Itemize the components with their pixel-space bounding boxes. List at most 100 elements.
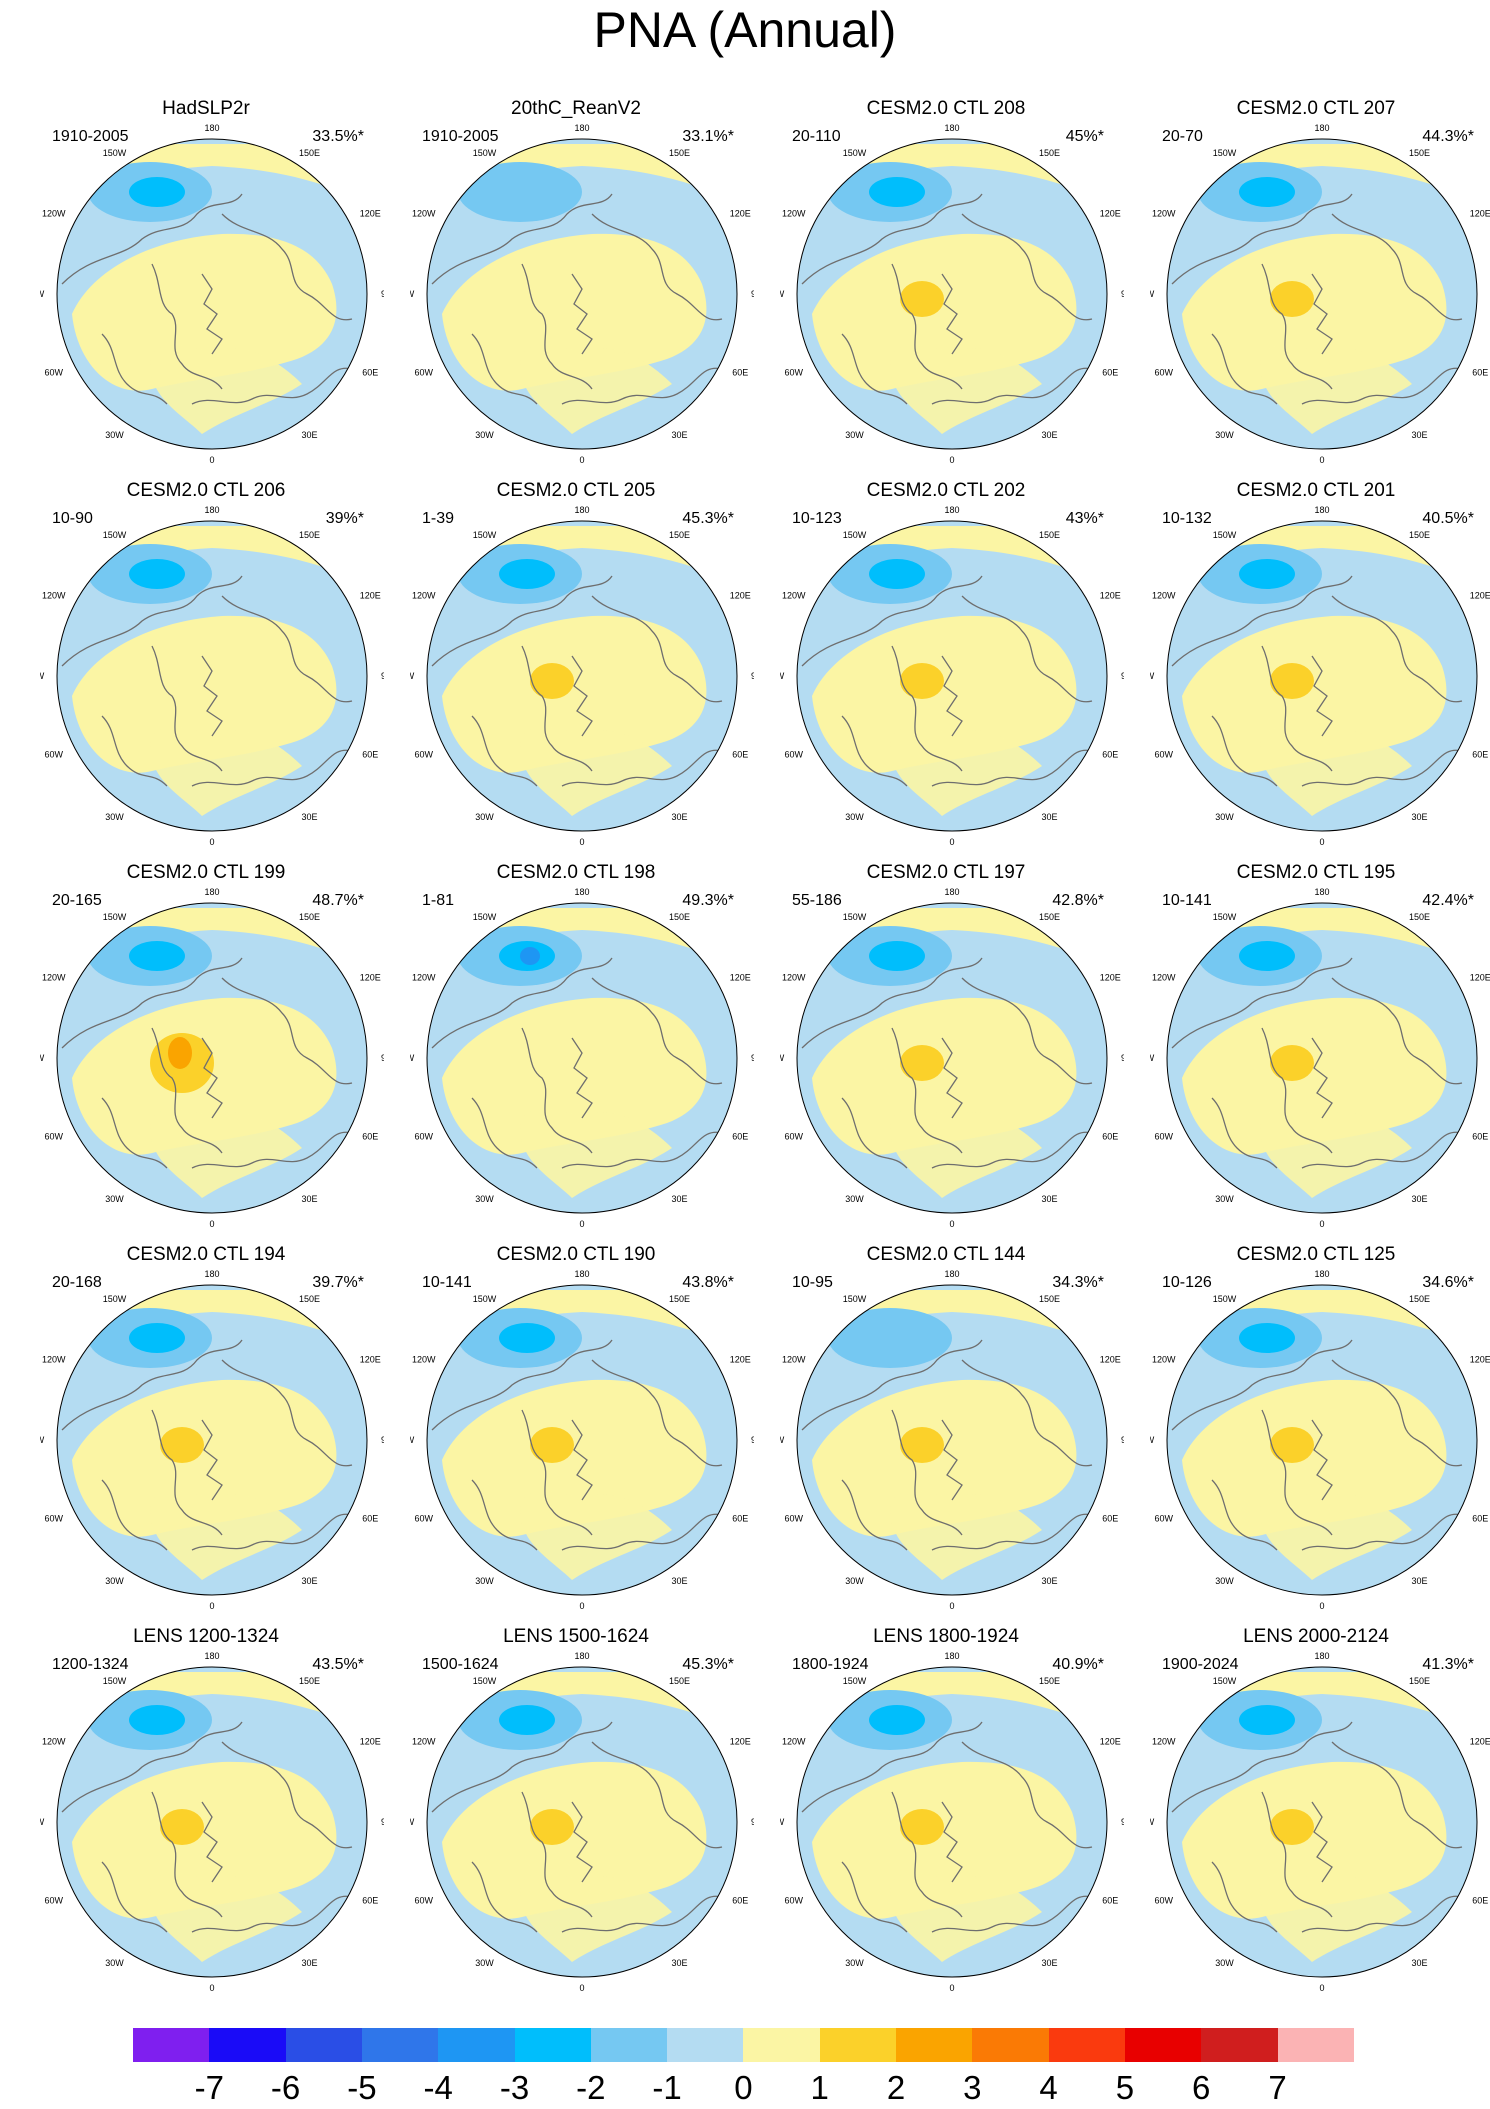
coastline xyxy=(1331,213,1463,321)
panel-variance: 45.3%* xyxy=(682,1656,734,1673)
panel-title: CESM2.0 CTL 125 xyxy=(1236,1244,1396,1265)
longitude-label: 150E xyxy=(299,530,320,540)
polar-map: 180 0 150W 150E 120W 120E 90W 90E 60W 60E 30W 30E xyxy=(40,1269,384,1611)
colorbar-label: -4 xyxy=(423,2069,453,2106)
longitude-label: 150W xyxy=(1213,912,1237,922)
coastline xyxy=(801,1721,983,1813)
coastline xyxy=(1261,1027,1333,1154)
longitude-label: 30E xyxy=(1411,1958,1427,1968)
negative-anomaly-core xyxy=(828,1308,952,1368)
polar-map: 180 0 150W 150E 120W 120E 90W 90E 60W 60E 30W 30E xyxy=(410,887,754,1229)
longitude-label: 180 xyxy=(1314,123,1329,133)
panel-period: 20-168 xyxy=(52,1274,102,1291)
longitude-label: 90E xyxy=(1121,289,1124,299)
longitude-label: 90W xyxy=(40,289,45,299)
map-border xyxy=(426,1284,738,1596)
longitude-label: 60W xyxy=(1155,1896,1174,1906)
panel-title: CESM2.0 CTL 202 xyxy=(866,480,1026,501)
panel-period: 10-123 xyxy=(792,510,842,527)
panel-period: 20-70 xyxy=(1162,128,1203,145)
longitude-label: 120E xyxy=(1100,1737,1121,1747)
longitude-label: 120E xyxy=(1100,591,1121,601)
longitude-label: 60W xyxy=(1155,1132,1174,1142)
negative-anomaly-center xyxy=(1239,941,1295,971)
colorbar-swatch xyxy=(972,2028,1050,2062)
positive-anomaly-region xyxy=(890,1872,1042,1962)
longitude-label: 120E xyxy=(730,1355,751,1365)
longitude-label: 150E xyxy=(299,912,320,922)
coastline xyxy=(931,1513,1093,1551)
longitude-label: 180 xyxy=(204,887,219,897)
coastline xyxy=(61,957,243,1049)
longitude-label: 30E xyxy=(1041,1958,1057,1968)
coastline xyxy=(891,1027,963,1154)
longitude-label: 90W xyxy=(40,671,45,681)
longitude-label: 150E xyxy=(669,912,690,922)
colorbar-label: -1 xyxy=(652,2069,682,2106)
coastline xyxy=(801,957,983,1049)
negative-anomaly-core xyxy=(458,162,582,222)
panel-title: LENS 1500-1624 xyxy=(503,1626,649,1647)
longitude-label: 60E xyxy=(1102,1132,1118,1142)
panel-title: CESM2.0 CTL 199 xyxy=(126,862,286,883)
panel-title: CESM2.0 CTL 198 xyxy=(496,862,656,883)
panel-title: CESM2.0 CTL 144 xyxy=(866,1244,1026,1265)
coastline xyxy=(561,1895,723,1933)
coastline xyxy=(591,1741,723,1849)
positive-anomaly-region xyxy=(1260,1108,1412,1198)
polar-map: 180 0 150W 150E 120W 120E 90W 90E 60W 60E 30W 30E xyxy=(780,1651,1124,1993)
longitude-label: 120W xyxy=(412,209,436,219)
map-panel: CESM2.0 CTL 201 10-132 40.5%* 180 0 150W 150E 1… xyxy=(1130,474,1490,859)
coastline xyxy=(521,1791,593,1918)
panel-period: 1-39 xyxy=(422,510,455,527)
coastline xyxy=(1171,575,1353,667)
panel-variance: 42.4%* xyxy=(1422,892,1474,909)
positive-anomaly-core xyxy=(1270,1045,1314,1081)
longitude-label: 90E xyxy=(381,1435,384,1445)
longitude-label: 150E xyxy=(1409,1294,1430,1304)
longitude-label: 60E xyxy=(1472,1514,1488,1524)
coastline xyxy=(521,263,593,390)
negative-anomaly-peak xyxy=(520,947,540,965)
longitude-label: 150E xyxy=(299,1676,320,1686)
positive-anomaly-region xyxy=(812,997,1077,1155)
longitude-label: 180 xyxy=(944,505,959,515)
panel-variance: 39%* xyxy=(325,510,364,527)
longitude-label: 30E xyxy=(671,1576,687,1586)
longitude-label: 60W xyxy=(45,368,64,378)
panel-title: CESM2.0 CTL 208 xyxy=(866,98,1026,119)
panel-variance: 40.5%* xyxy=(1422,510,1474,527)
panel-title: 20thC_ReanV2 xyxy=(511,98,641,119)
panel-period: 1200-1324 xyxy=(52,1656,129,1673)
colorbar-label: 0 xyxy=(734,2069,753,2106)
polar-map: 180 0 150W 150E 120W 120E 90W 90E 60W 60E 30W 30E xyxy=(410,1269,754,1611)
longitude-label: 150E xyxy=(669,148,690,158)
longitude-label: 60W xyxy=(45,1514,64,1524)
map-border xyxy=(1166,1284,1478,1596)
longitude-label: 0 xyxy=(209,1601,214,1611)
positive-anomaly-region xyxy=(812,615,1077,773)
panel-variance: 34.6%* xyxy=(1422,1274,1474,1291)
longitude-label: 120W xyxy=(42,209,66,219)
polar-map: 180 0 150W 150E 120W 120E 90W 90E 60W 60E 30W 30E xyxy=(780,1269,1124,1611)
longitude-label: 60E xyxy=(732,368,748,378)
colorbar-label: 5 xyxy=(1115,2069,1135,2106)
longitude-label: 150E xyxy=(669,1676,690,1686)
longitude-label: 0 xyxy=(579,837,584,847)
panel-title: CESM2.0 CTL 201 xyxy=(1236,480,1396,501)
negative-anomaly-center xyxy=(1239,177,1295,207)
negative-anomaly-center xyxy=(869,1705,925,1735)
longitude-label: 120E xyxy=(360,1737,381,1747)
panel-title: CESM2.0 CTL 190 xyxy=(496,1244,656,1265)
longitude-label: 150W xyxy=(843,1294,867,1304)
coastline xyxy=(101,1861,168,1933)
panel-period: 10-141 xyxy=(422,1274,472,1291)
negative-anomaly-center xyxy=(869,177,925,207)
colorbar-label: 1 xyxy=(810,2069,829,2106)
longitude-label: 0 xyxy=(949,837,954,847)
positive-anomaly-region xyxy=(812,233,1077,391)
coastline xyxy=(61,193,243,285)
coastline xyxy=(841,1861,908,1933)
longitude-label: 120E xyxy=(730,591,751,601)
longitude-label: 60W xyxy=(1155,368,1174,378)
